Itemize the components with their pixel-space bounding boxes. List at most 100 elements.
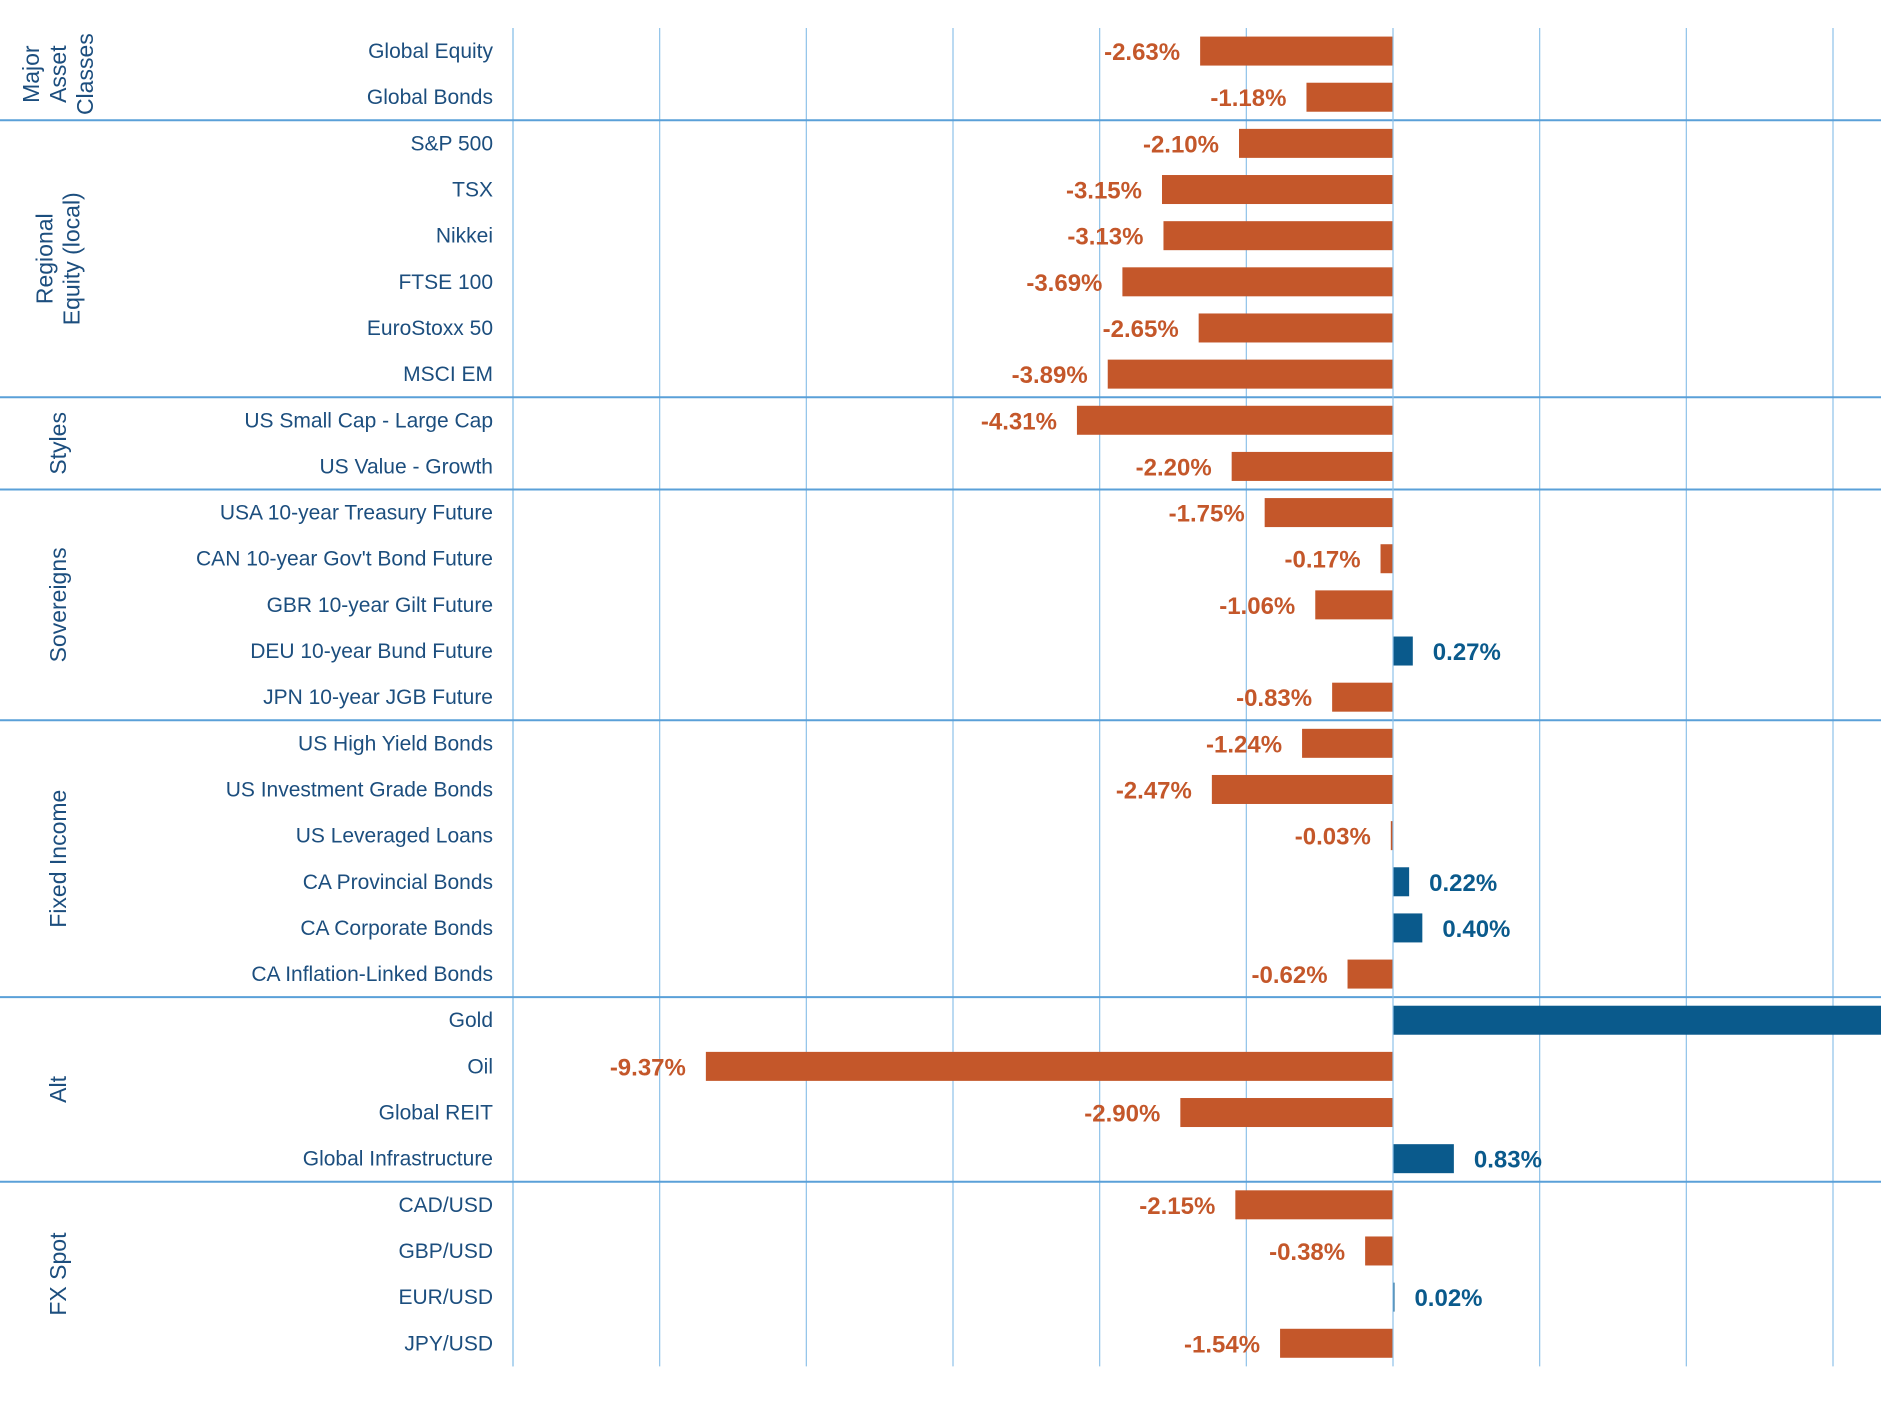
data-label: -3.89% (1012, 362, 1088, 389)
bar (1198, 313, 1393, 343)
data-label: -0.83% (1236, 685, 1312, 712)
category-label: Global Infrastructure (303, 1148, 493, 1171)
category-label: CAD/USD (398, 1194, 493, 1217)
data-label: 0.83% (1474, 1147, 1542, 1174)
data-label: 0.22% (1429, 870, 1497, 897)
category-label: CA Inflation-Linked Bonds (251, 963, 493, 986)
group-label-line: Sovereigns (45, 547, 71, 662)
bar (1180, 1098, 1393, 1128)
category-label: DEU 10-year Bund Future (250, 640, 493, 663)
category-label: US Value - Growth (319, 455, 493, 478)
data-label: -2.63% (1104, 39, 1180, 66)
data-label: -2.15% (1139, 1193, 1215, 1220)
bar (1235, 1190, 1393, 1220)
category-label: EuroStoxx 50 (367, 317, 493, 340)
category-label: FTSE 100 (398, 271, 493, 294)
group-label-line: Classes (72, 33, 98, 115)
bar (1380, 544, 1393, 574)
group-label: Styles (45, 412, 71, 475)
category-label: GBP/USD (398, 1240, 493, 1263)
category-label: US Investment Grade Bonds (226, 778, 493, 801)
grid-lines (512, 28, 1834, 1367)
data-label: 0.02% (1414, 1285, 1482, 1312)
bar (1347, 959, 1393, 989)
bar (1365, 1236, 1393, 1266)
bar (1280, 1328, 1393, 1358)
data-label: 0.27% (1433, 639, 1501, 666)
group-label-line: Alt (45, 1075, 71, 1102)
category-label: CA Provincial Bonds (303, 871, 493, 894)
group-label: Sovereigns (45, 547, 71, 662)
bar (1393, 1282, 1395, 1312)
category-label: US Leveraged Loans (296, 825, 493, 848)
bar (1231, 451, 1393, 481)
data-label: -0.62% (1251, 962, 1327, 989)
data-label: -4.31% (981, 408, 1057, 435)
bar (1306, 82, 1393, 112)
category-label: JPY/USD (404, 1332, 493, 1355)
group-label: Fixed Income (45, 790, 71, 928)
data-label: -1.75% (1169, 501, 1245, 528)
group-label: RegionalEquity (local) (32, 192, 85, 325)
bar (1315, 590, 1393, 620)
category-label: CA Corporate Bonds (300, 917, 493, 940)
data-label: -1.24% (1206, 731, 1282, 758)
group-label-line: Major (18, 45, 44, 103)
bar (1393, 867, 1410, 897)
bar (1264, 498, 1393, 528)
group-label: Alt (45, 1075, 71, 1102)
data-label: -1.18% (1210, 85, 1286, 112)
bars (705, 28, 1881, 1367)
data-label: -0.17% (1284, 547, 1360, 574)
group-label-line: Styles (45, 412, 71, 475)
group-label-line: Regional (32, 213, 58, 304)
bar (1076, 405, 1393, 435)
bar (1162, 175, 1393, 205)
data-label: -2.47% (1116, 777, 1192, 804)
bar (1332, 682, 1393, 712)
data-label: -1.54% (1184, 1331, 1260, 1358)
data-label: -3.69% (1026, 270, 1102, 297)
bar (1393, 913, 1423, 943)
category-label: S&P 500 (410, 132, 493, 155)
bar (1163, 221, 1393, 251)
data-label: -3.15% (1066, 178, 1142, 205)
category-label: Global Bonds (367, 86, 493, 109)
category-label: EUR/USD (398, 1286, 493, 1309)
data-label: -2.20% (1136, 454, 1212, 481)
data-label: -3.13% (1067, 224, 1143, 251)
bar (1122, 267, 1393, 297)
data-label: -2.65% (1103, 316, 1179, 343)
bar (1239, 128, 1393, 158)
data-label: -1.06% (1219, 593, 1295, 620)
category-label: Nikkei (436, 225, 493, 248)
bar (1200, 36, 1393, 66)
category-label: JPN 10-year JGB Future (263, 686, 493, 709)
data-label: -9.37% (610, 1054, 686, 1081)
group-label-line: Fixed Income (45, 790, 71, 928)
category-label: Gold (449, 1009, 493, 1032)
data-label: -0.03% (1295, 824, 1371, 851)
group-label-line: Asset (45, 45, 71, 103)
category-label: Global REIT (379, 1102, 494, 1125)
bar (1211, 774, 1393, 804)
group-label-line: FX Spot (45, 1232, 71, 1316)
data-label: -0.38% (1269, 1239, 1345, 1266)
bar (1390, 821, 1393, 851)
category-label: TSX (452, 179, 493, 202)
category-label: MSCI EM (403, 363, 493, 386)
data-label: -2.10% (1143, 131, 1219, 158)
group-label: FX Spot (45, 1232, 71, 1316)
bar (705, 1051, 1393, 1081)
bar (1393, 1005, 1881, 1035)
group-label: MajorAssetClasses (18, 33, 98, 115)
group-label-line: Equity (local) (59, 192, 85, 325)
bar (1393, 1144, 1454, 1174)
group-separators (0, 119, 1881, 1183)
category-label: USA 10-year Treasury Future (220, 502, 493, 525)
category-label: US High Yield Bonds (298, 732, 493, 755)
bar (1393, 636, 1413, 666)
bar (1107, 359, 1393, 389)
category-label: Oil (467, 1055, 493, 1078)
